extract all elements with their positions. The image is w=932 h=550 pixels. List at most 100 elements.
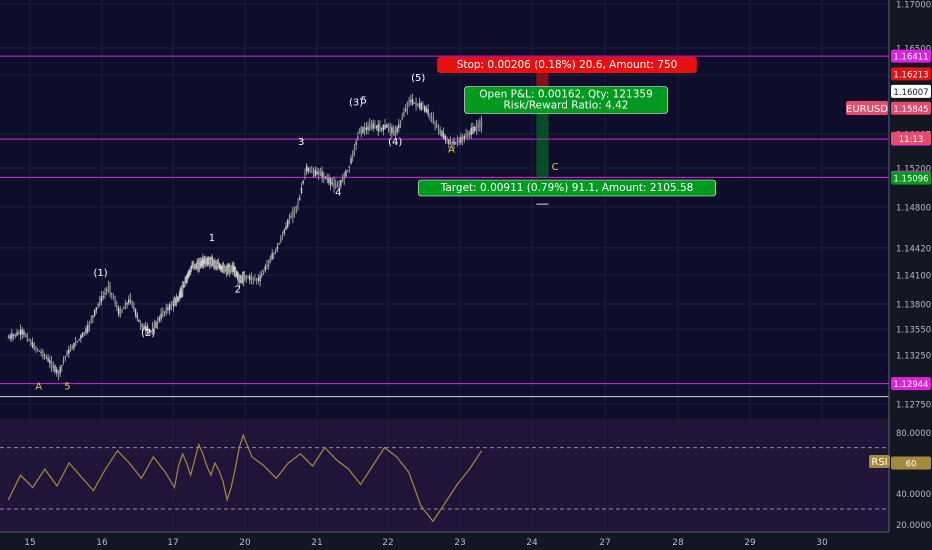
candle (129, 292, 132, 305)
candle (11, 329, 13, 342)
wave-label-5: 2 (235, 284, 241, 295)
time-axis[interactable]: 15 16 17 20 21 22 23 24 27 28 29 30 (0, 531, 889, 548)
candle (316, 167, 318, 176)
candle (362, 126, 364, 134)
open-pl-label[interactable]: Open P&L: 0.00162, Qty: 121359Risk/Rewar… (464, 86, 668, 114)
candle (155, 320, 157, 329)
candle (269, 255, 272, 264)
stop-label-text-0: Stop: 0.00206 (0.18%) 20.6, Amount: 750 (457, 59, 678, 71)
candle (138, 319, 140, 323)
candle (250, 272, 253, 284)
candle (326, 173, 328, 184)
candle (475, 119, 478, 135)
candle (293, 206, 296, 218)
candle (370, 120, 373, 130)
candle (363, 122, 366, 136)
candle (136, 312, 138, 322)
target-label[interactable]: Target: 0.00911 (0.79%) 91.1, Amount: 21… (417, 179, 717, 197)
candle (461, 134, 464, 146)
rsi-pane[interactable] (0, 420, 889, 532)
candle (97, 302, 99, 309)
candle (47, 353, 49, 363)
price-badge-8: 1.15096 (891, 171, 931, 185)
wave-label-8: (3) (349, 98, 363, 109)
time-tick-11: 30 (816, 538, 828, 548)
candle (367, 121, 369, 135)
candle (71, 344, 73, 350)
candle (401, 112, 403, 121)
candle (222, 261, 225, 274)
candle (37, 347, 39, 352)
candle (348, 165, 351, 174)
candle (76, 340, 79, 343)
candle (434, 120, 436, 131)
rsi-label: RSI (871, 457, 887, 468)
candle (18, 330, 20, 335)
candle (236, 270, 238, 278)
candle (299, 194, 301, 201)
candle (66, 349, 68, 357)
candle (21, 326, 23, 340)
candle (338, 180, 340, 191)
candle (52, 361, 54, 372)
wave-label-12: A (448, 145, 455, 156)
candle (273, 251, 275, 260)
candle (153, 319, 155, 333)
price-badge-text-8: 1.15096 (893, 175, 928, 185)
candle (441, 130, 443, 138)
rsi-value-text: 60 (906, 459, 917, 469)
price-badge-text-3: 1.12944 (893, 380, 928, 390)
candle (26, 332, 29, 343)
candle (451, 140, 453, 146)
time-tick-9: 28 (672, 538, 684, 548)
candle (100, 291, 103, 306)
time-tick-7: 24 (526, 538, 538, 548)
candle (280, 234, 282, 244)
target-zone[interactable] (536, 108, 549, 179)
candle (311, 165, 313, 174)
candle (387, 123, 390, 133)
candle (278, 242, 280, 245)
wave-label-13: C (552, 162, 559, 173)
candle (271, 249, 273, 260)
long-position-tool[interactable]: Stop: 0.00206 (0.18%) 20.6, Amount: 750 O… (417, 56, 717, 205)
candle (425, 105, 428, 113)
candle (49, 356, 51, 369)
candle (259, 271, 261, 287)
candle (224, 264, 226, 274)
candle (30, 339, 32, 347)
candle (418, 97, 421, 110)
candle (430, 111, 433, 123)
stop-label[interactable]: Stop: 0.00206 (0.18%) 20.6, Amount: 750 (437, 57, 697, 73)
candle (405, 104, 407, 113)
candle (105, 287, 108, 296)
candle (380, 127, 383, 133)
symbol-badge[interactable]: EURUSD (846, 101, 888, 115)
candle (458, 137, 460, 146)
candle (268, 259, 270, 270)
candle (470, 122, 472, 139)
candle (375, 125, 378, 131)
candle (439, 126, 441, 137)
candle (358, 128, 361, 134)
rsi-tick-3: 80.0000 (896, 429, 931, 439)
symbol-label: EURUSD (846, 104, 888, 115)
candle (398, 118, 400, 133)
candle (468, 130, 471, 139)
price-badge-7: 11:13 (891, 131, 931, 145)
horizontal-levels[interactable] (0, 55, 889, 398)
candle (274, 248, 277, 255)
candle (415, 97, 417, 111)
candle (307, 167, 310, 175)
candle (460, 132, 462, 145)
candle (436, 119, 438, 129)
candle (252, 276, 254, 285)
rsi-tick-1: 40.0000 (896, 490, 931, 500)
candle (78, 338, 80, 342)
candle (448, 138, 450, 149)
open-pl-label-text-0: Open P&L: 0.00162, Qty: 121359 (479, 89, 653, 101)
candle (261, 269, 263, 279)
rsi-badge[interactable]: RSI (869, 455, 890, 468)
candle (288, 213, 291, 225)
